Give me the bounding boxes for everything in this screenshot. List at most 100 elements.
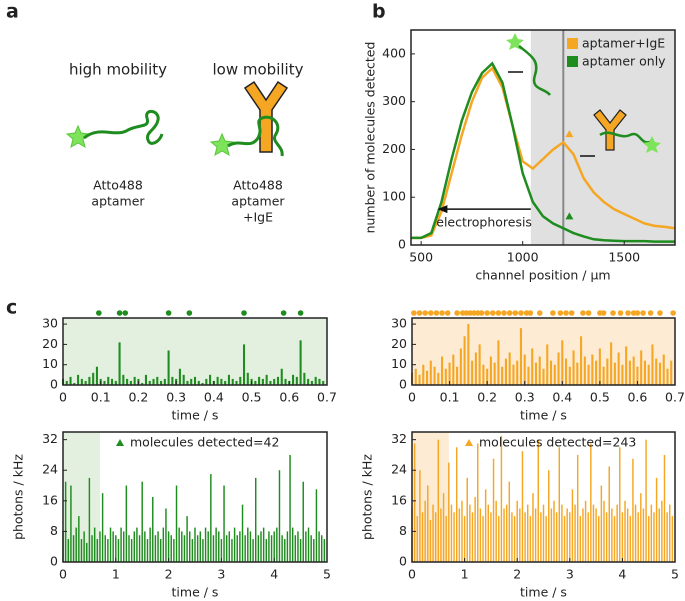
- spike: [77, 374, 80, 385]
- spike: [315, 489, 318, 562]
- spike: [107, 539, 109, 562]
- y-tick-label: 100: [382, 189, 406, 204]
- legend-marker: [465, 439, 473, 446]
- spike: [666, 512, 668, 562]
- x-tick-label: 5: [671, 567, 679, 582]
- spike: [201, 382, 204, 385]
- y-tick-label: 32: [391, 431, 407, 446]
- detection-dot: [640, 310, 646, 316]
- y-tick-label: 30: [391, 316, 407, 331]
- spike: [600, 485, 603, 562]
- spike: [178, 527, 180, 562]
- spike: [456, 366, 459, 385]
- spike: [167, 350, 170, 385]
- spike: [421, 512, 424, 562]
- spike: [258, 376, 261, 385]
- schematic-label: Atto488: [93, 178, 143, 193]
- detection-dot: [186, 310, 193, 316]
- plot-frame: [410, 29, 676, 246]
- spike: [467, 324, 470, 385]
- detection-dot: [484, 310, 490, 316]
- spike: [72, 535, 75, 562]
- spike: [640, 350, 643, 385]
- detection-dot: [625, 310, 631, 316]
- spike: [107, 376, 110, 385]
- spike: [220, 378, 223, 385]
- x-tick-label: 4: [618, 567, 626, 582]
- spike: [307, 527, 310, 562]
- aptamer-icon: [518, 45, 552, 96]
- spike: [291, 527, 294, 562]
- spike: [117, 539, 120, 562]
- detection-dot: [241, 310, 247, 316]
- detection-dot: [647, 310, 654, 316]
- x-axis-label: time / s: [520, 408, 567, 423]
- spike: [260, 531, 262, 562]
- spike: [582, 508, 584, 562]
- x-tick-label: 3: [566, 567, 574, 582]
- spike: [634, 504, 637, 562]
- spike: [471, 360, 474, 385]
- spike: [318, 378, 321, 385]
- spike: [122, 531, 125, 562]
- detection-dot: [297, 310, 304, 316]
- spike: [463, 516, 466, 562]
- spike: [629, 516, 632, 562]
- y-tick-label: 32: [42, 431, 58, 446]
- aptamer-sketch: [65, 110, 164, 149]
- spike: [482, 516, 484, 562]
- detection-dot: [512, 310, 519, 316]
- spike: [561, 504, 563, 562]
- spike: [181, 531, 183, 562]
- spike: [568, 366, 571, 385]
- spike: [504, 358, 507, 385]
- spike: [244, 535, 246, 562]
- series-line: [411, 66, 676, 240]
- legend-marker: [116, 439, 124, 446]
- spike: [165, 508, 167, 562]
- spike: [215, 527, 217, 562]
- spike: [224, 380, 227, 385]
- spike: [650, 504, 653, 562]
- spike: [246, 372, 249, 385]
- x-tick-label: 500: [409, 250, 433, 265]
- spike: [492, 458, 495, 562]
- spike: [220, 539, 223, 562]
- detection-dot: [444, 310, 451, 316]
- y-tick-label: 0: [50, 554, 58, 569]
- spike: [141, 481, 143, 562]
- annotation: molecules detected=243: [479, 435, 636, 450]
- x-tick-label: 1: [112, 567, 120, 582]
- spike: [199, 531, 202, 562]
- detection-dot: [439, 310, 445, 316]
- spike: [299, 539, 302, 562]
- spike: [173, 539, 175, 562]
- spike: [146, 539, 149, 562]
- spike: [182, 374, 185, 385]
- spike: [608, 466, 610, 562]
- annotation: molecules detected=42: [130, 435, 279, 450]
- x-tick-label: 0.2: [128, 390, 148, 405]
- spike: [513, 516, 516, 562]
- spike: [197, 380, 200, 385]
- spike: [307, 378, 310, 385]
- spike: [557, 352, 560, 385]
- detection-dot: [634, 310, 641, 316]
- y-tick-label: 10: [42, 356, 58, 371]
- spike: [636, 366, 639, 385]
- spike: [310, 535, 312, 562]
- spike: [286, 531, 289, 562]
- x-tick-label: 0: [59, 390, 67, 405]
- spike: [611, 508, 613, 562]
- spike: [128, 535, 130, 562]
- spike: [110, 378, 114, 385]
- spike: [104, 535, 106, 562]
- spike: [558, 447, 561, 562]
- spike: [268, 531, 270, 562]
- spike: [133, 376, 136, 385]
- spike: [549, 360, 553, 385]
- spike: [437, 439, 440, 562]
- x-tick-label: 0.6: [279, 390, 299, 405]
- schematic-title: high mobility: [69, 61, 167, 79]
